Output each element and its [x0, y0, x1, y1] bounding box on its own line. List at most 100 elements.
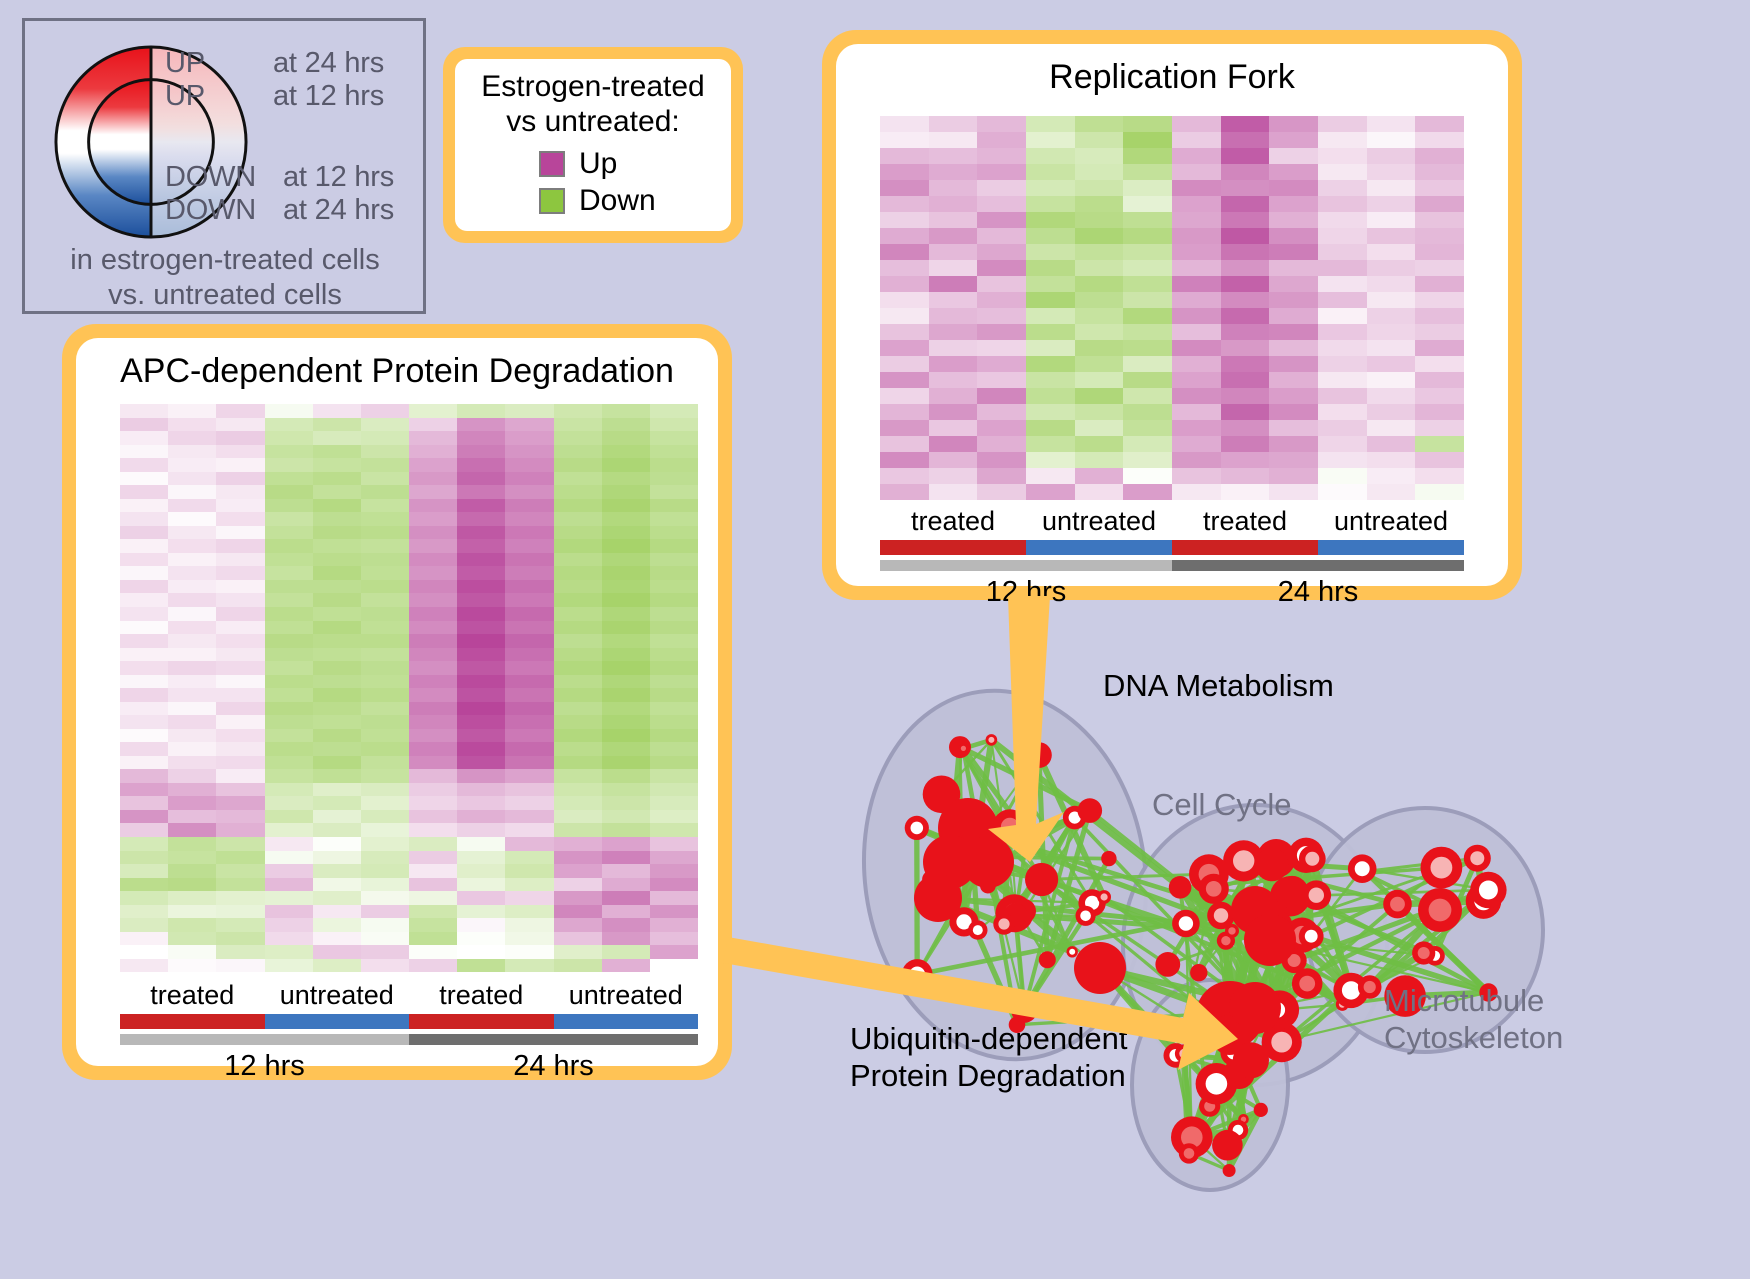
network-node	[1010, 996, 1038, 1023]
heatmap-cell	[120, 539, 169, 553]
heatmap-cell	[360, 931, 410, 946]
network-node-core	[1470, 851, 1485, 866]
legend-label-down: Down	[579, 184, 656, 217]
heatmap-cell	[1220, 228, 1270, 244]
heatmap-cell	[216, 674, 265, 689]
heatmap-cell	[553, 566, 602, 580]
heatmap-cell	[168, 945, 217, 959]
heatmap-cell	[168, 688, 217, 702]
heatmap-cell	[1415, 340, 1465, 356]
heatmap-cell	[360, 404, 410, 418]
heatmap-cell	[505, 579, 554, 594]
heatmap-cell	[264, 512, 313, 526]
heatmap-cell	[1172, 388, 1221, 404]
heatmap-cell	[1366, 468, 1416, 484]
heatmap-cell	[168, 458, 217, 472]
heatmap-cell	[264, 539, 313, 553]
heatmap-cell	[312, 837, 361, 851]
heatmap-cell	[168, 647, 217, 662]
heatmap-cell	[1026, 340, 1075, 356]
heatmap-cell	[1123, 436, 1173, 452]
heatmap-cell	[553, 444, 602, 459]
axis-time-bar-24-rf	[1172, 560, 1464, 571]
axis-label-treated-12-apc: treated	[150, 980, 235, 1010]
heatmap-cell	[601, 958, 650, 973]
heatmap-cell	[505, 674, 554, 689]
expression-key-box: UP at 24 hrs UP at 12 hrs DOWN at 12 hrs…	[22, 18, 426, 314]
heatmap-cell	[1172, 420, 1221, 436]
heatmap-cell	[312, 674, 361, 689]
heatmap-cell	[409, 945, 458, 959]
heatmap-cell	[409, 755, 458, 770]
heatmap-cell	[120, 552, 169, 567]
heatmap-cell	[312, 782, 361, 797]
heatmap-cell	[264, 823, 313, 837]
heatmap-cell	[553, 647, 602, 662]
network-edge	[1310, 933, 1490, 996]
heatmap-cell	[977, 484, 1027, 500]
network-node	[1155, 952, 1181, 977]
heatmap-cell	[360, 444, 410, 459]
heatmap-cell	[1415, 276, 1465, 292]
heatmap-cell	[457, 620, 506, 635]
heatmap-cell	[409, 661, 458, 675]
heatmap-column	[1074, 116, 1124, 500]
heatmap-cell	[928, 116, 978, 132]
heatmap-cell	[312, 918, 361, 932]
network-node	[1222, 1164, 1236, 1177]
heatmap-cell	[553, 958, 602, 973]
heatmap-cell	[649, 701, 699, 716]
heatmap-cell	[928, 276, 978, 292]
heatmap-cell	[601, 566, 650, 580]
network-node-core	[1000, 817, 1019, 836]
heatmap-cell	[216, 864, 265, 878]
heatmap-cell	[553, 837, 602, 851]
heatmap-cell	[216, 647, 265, 662]
heatmap-cell	[409, 674, 458, 689]
heatmap-cell	[264, 918, 313, 932]
heatmap-cell	[457, 552, 506, 567]
heatmap-cell	[216, 661, 265, 675]
heatmap-cell	[880, 244, 929, 260]
heatmap-column	[1415, 116, 1465, 500]
heatmap-cell	[601, 782, 650, 797]
heatmap-cell	[312, 877, 361, 892]
heatmap-cell	[216, 525, 265, 540]
heatmap-cell	[1366, 148, 1416, 164]
heatmap-cell	[553, 471, 602, 486]
heatmap-cell	[553, 417, 602, 432]
heatmap-cell	[1220, 388, 1270, 404]
heatmap-cell	[312, 458, 361, 472]
heatmap-cell	[649, 539, 699, 553]
heatmap-cell	[120, 891, 169, 905]
network-label-microtubule-line2: Cytoskeleton	[1384, 1020, 1564, 1056]
heatmap-cell	[1074, 212, 1124, 228]
heatmap-cell	[1220, 244, 1270, 260]
heatmap-cell	[553, 796, 602, 810]
heatmap-cell	[1415, 116, 1465, 132]
heatmap-cell	[1172, 356, 1221, 372]
heatmap-cell	[1123, 132, 1173, 148]
heatmap-cell	[1318, 468, 1367, 484]
heatmap-cell	[649, 661, 699, 675]
network-node-core	[1233, 850, 1255, 872]
heatmap-cell	[216, 945, 265, 959]
heatmap-cell	[553, 431, 602, 445]
heatmap-cell	[928, 452, 978, 468]
heatmap-cell	[1074, 308, 1124, 324]
heatmap-cell	[360, 864, 410, 878]
heatmap-cell	[409, 809, 458, 824]
heatmap-cell	[1026, 372, 1075, 388]
heatmap-cell	[312, 512, 361, 526]
heatmap-column	[457, 404, 506, 973]
heatmap-cell	[649, 579, 699, 594]
heatmap-cell	[216, 958, 265, 973]
axis-group-bars-rf	[880, 540, 1464, 555]
heatmap-cell	[1123, 372, 1173, 388]
heatmap-cell	[1318, 164, 1367, 180]
heatmap-replication-fork	[880, 116, 1465, 500]
heatmap-cell	[505, 837, 554, 851]
heatmap-cell	[928, 260, 978, 276]
heatmap-cell	[977, 356, 1027, 372]
heatmap-cell	[120, 755, 169, 770]
